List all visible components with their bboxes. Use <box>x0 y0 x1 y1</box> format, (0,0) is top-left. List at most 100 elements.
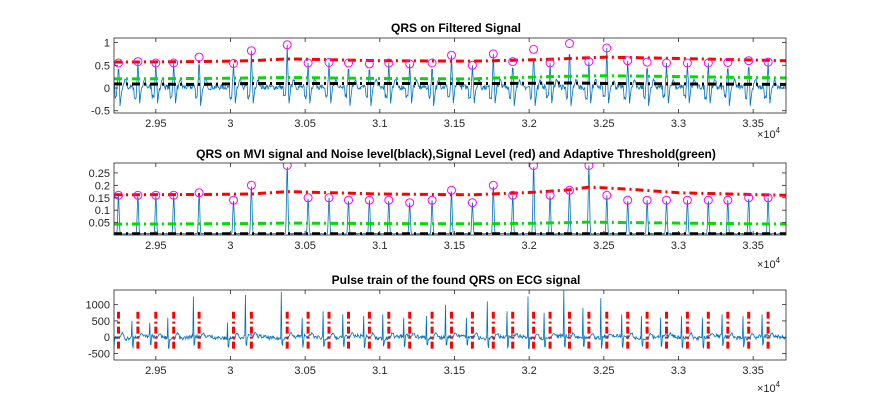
panel-1-signal-trace <box>114 44 786 106</box>
panel-2-x-tick-label: 2.95 <box>145 240 166 252</box>
panel-2-peak-marker <box>744 193 754 203</box>
panel-2-peak-marker <box>282 163 292 170</box>
panel-2-peak-marker <box>384 195 394 205</box>
panel-3-signal-trace <box>114 290 786 350</box>
panel-3-x-tick-label: 3.05 <box>294 365 315 377</box>
panel-1-peak-marker <box>467 60 477 70</box>
panel-1-peak-marker <box>623 56 633 66</box>
panel-1-peak-marker <box>405 59 415 69</box>
panel-2-threshold-line <box>114 220 786 226</box>
panel-1-peak-marker <box>151 58 161 68</box>
panel-2-peak-marker <box>602 190 612 200</box>
panel-3-y-tick-label: 1000 <box>86 300 110 312</box>
panel-mvi-signal: QRS on MVI signal and Noise level(black)… <box>89 147 787 271</box>
panel-1-peak-marker <box>488 49 498 59</box>
panel-1-peak-marker <box>565 39 574 48</box>
panel-2-peak-marker <box>565 185 574 195</box>
panel-2-peak-marker <box>324 193 334 203</box>
panel-2-peak-marker <box>703 195 713 205</box>
panel-1-x-tick-label: 3.2 <box>521 118 536 130</box>
panel-1-peak-marker <box>744 56 754 66</box>
panel-2-peak-marker <box>642 195 652 205</box>
panel-1-peak-marker <box>662 58 671 68</box>
panel-3-x-tick-label: 3.3 <box>671 365 686 377</box>
panel-3-y-tick-label: -500 <box>88 348 110 360</box>
panel-3-x-exponent: ×104 <box>757 380 781 395</box>
panel-1-x-tick-label: 3.35 <box>742 118 763 130</box>
panel-1-x-tick-label: 3.15 <box>444 118 465 130</box>
panel-1-peak-marker <box>194 52 204 62</box>
panel-2-y-tick-label: 0.25 <box>89 168 110 180</box>
panel-1-peak-marker <box>324 58 334 67</box>
panel-1-peak-marker <box>384 58 394 68</box>
panel-3-y-tick-label: 0 <box>104 332 110 344</box>
panel-2-signal-level-line <box>114 185 786 197</box>
panel-3-x-tick-label: 3 <box>227 365 233 377</box>
panel-2-peak-marker <box>303 193 313 203</box>
panel-2-x-tick-label: 3.1 <box>372 240 387 252</box>
panel-2-x-tick-label: 3.15 <box>444 240 465 252</box>
panel-2-title: QRS on MVI signal and Noise level(black)… <box>196 147 716 161</box>
panel-1-peak-marker <box>344 58 353 68</box>
panel-pulse-train: Pulse train of the found QRS on ECG sign… <box>86 273 787 395</box>
panel-2-peak-marker <box>723 195 733 205</box>
panel-2-peak-marker <box>662 195 671 205</box>
panel-2-peak-marker <box>194 188 204 198</box>
panel-2-peak-marker <box>467 198 477 208</box>
panel-2-axes-box <box>113 162 787 236</box>
panel-1-x-tick-label: 3.3 <box>671 118 686 130</box>
panel-1-x-tick-label: 3 <box>227 118 233 130</box>
panel-1-x-exponent: ×104 <box>757 126 781 141</box>
panel-2-peak-marker <box>488 180 498 190</box>
panel-3-traces <box>114 290 786 350</box>
panel-3-title: Pulse train of the found QRS on ECG sign… <box>332 273 581 287</box>
panel-1-peak-marker <box>602 43 612 53</box>
panel-1-traces <box>114 39 786 106</box>
panel-3-plot-area: 2.95 3 3.05 3.1 3.15 3.2 3.25 3.3 3.35 -500 0 500 10… <box>86 289 787 377</box>
panel-1-peak-marker <box>133 57 143 67</box>
panel-3-x-tick-label: 3.35 <box>742 365 763 377</box>
panel-3-x-tick-label: 3.25 <box>593 365 614 377</box>
panel-1-y-tick-label: 0.5 <box>95 60 110 72</box>
panel-3-x-tick-label: 2.95 <box>145 365 166 377</box>
panel-3-y-tick-label: 500 <box>92 316 110 328</box>
panel-1-y-tick-label: -0.5 <box>91 106 110 118</box>
panel-2-peak-marker <box>246 180 256 190</box>
panel-1-peak-marker <box>169 58 179 68</box>
panel-2-x-tick-label: 3.35 <box>742 240 763 252</box>
panel-2-y-tick-label: 0.15 <box>89 193 110 205</box>
panel-2-peak-marker <box>682 195 692 205</box>
panel-2-peak-marker <box>364 195 374 205</box>
panel-2-peak-marker <box>133 190 143 200</box>
panel-2-x-tick-label: 3.2 <box>521 240 536 252</box>
panel-3-x-tick-label: 3.1 <box>372 365 387 377</box>
panel-1-peak-marker <box>703 58 713 68</box>
panel-2-traces <box>114 163 786 235</box>
panel-2-peak-marker <box>427 195 437 205</box>
panel-1-y-tick-label: 1 <box>104 38 110 50</box>
panel-1-x-tick-label: 3.1 <box>372 118 387 130</box>
panel-2-x-tick-label: 3.25 <box>593 240 614 252</box>
panel-1-peak-marker <box>246 46 256 56</box>
panel-1-x-tick-label: 3.25 <box>593 118 614 130</box>
panel-2-x-tick-label: 3.05 <box>294 240 315 252</box>
panel-2-y-tick-label: 0.2 <box>95 180 110 192</box>
panel-1-peak-marker <box>427 58 437 68</box>
panel-1-threshold-line <box>114 74 786 81</box>
panel-1-peak-marker <box>229 59 238 68</box>
panel-1-peak-marker <box>545 58 555 68</box>
panel-2-peak-marker <box>151 190 161 200</box>
panel-3-x-tick-label: 3.2 <box>521 365 536 377</box>
panel-1-peak-marker <box>282 40 292 50</box>
panel-1-noise-level-line <box>114 81 786 86</box>
panel-1-peak-marker <box>303 58 313 68</box>
panel-1-y-tick-label: 0 <box>104 83 110 95</box>
panel-2-peak-marker <box>508 190 518 200</box>
panel-1-axes-box <box>113 37 787 114</box>
panel-1-x-tick-label: 3.05 <box>294 118 315 130</box>
panel-1-plot-area: 2.95 3 3.05 3.1 3.15 3.2 3.25 3.3 3.35 -0.5 0 0.5 1 <box>91 37 787 130</box>
panel-2-peak-marker <box>529 163 539 170</box>
panel-1-peak-marker <box>364 59 374 69</box>
panel-2-peak-marker <box>344 195 353 205</box>
